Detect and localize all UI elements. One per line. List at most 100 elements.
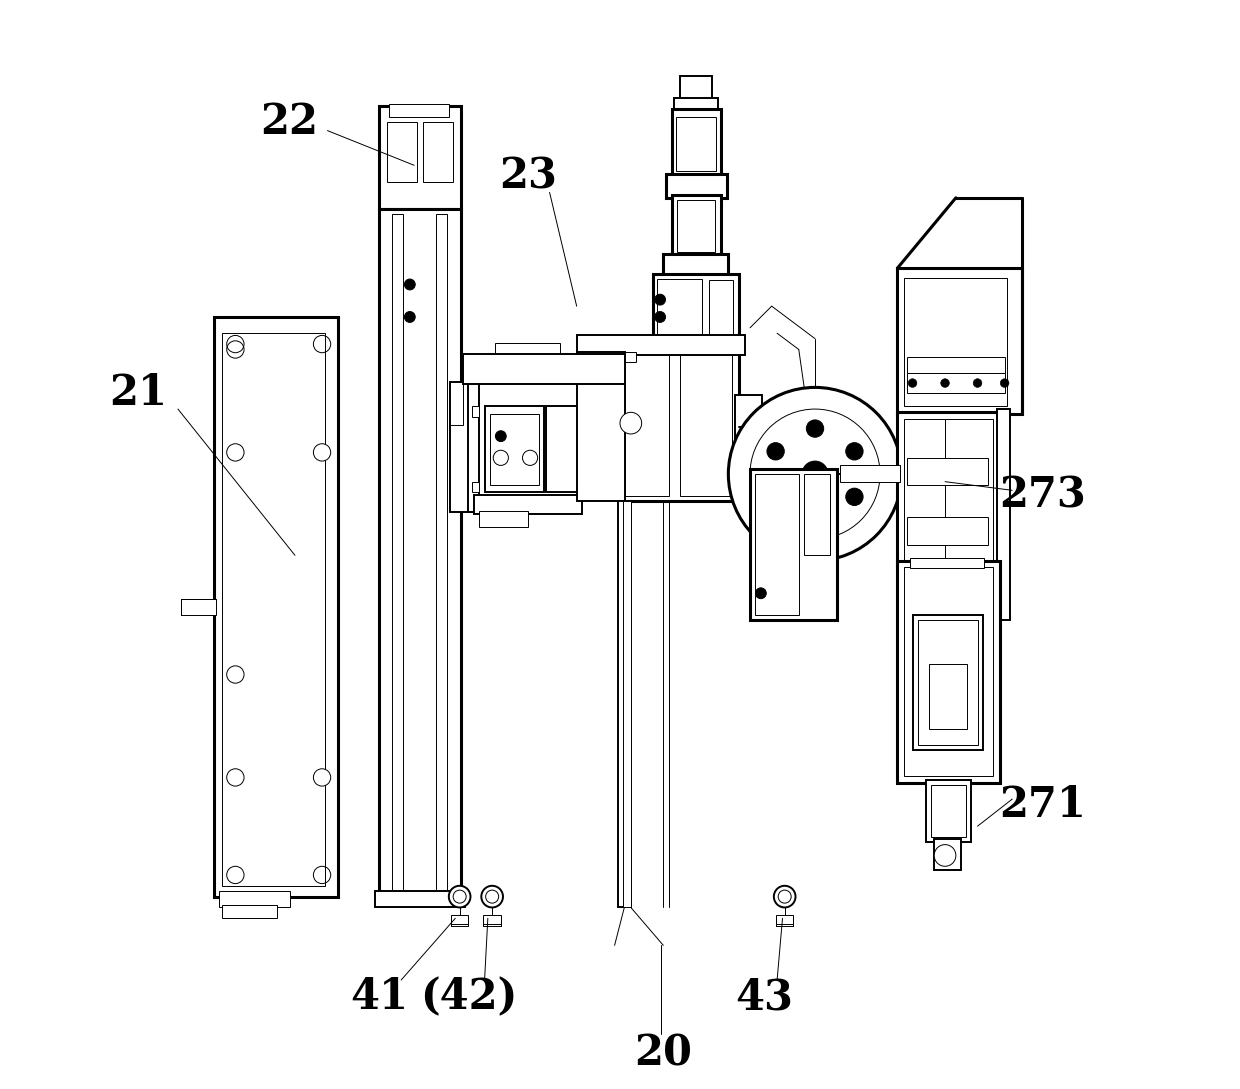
Circle shape	[655, 311, 666, 322]
Circle shape	[227, 769, 244, 786]
Circle shape	[496, 431, 506, 441]
Bar	[484, 915, 501, 923]
Text: 41: 41	[351, 977, 408, 1018]
Bar	[219, 891, 290, 907]
Bar	[904, 419, 993, 560]
Circle shape	[768, 442, 784, 460]
Circle shape	[486, 890, 498, 903]
Bar	[625, 346, 668, 495]
Bar	[582, 352, 636, 363]
Bar	[904, 567, 993, 776]
Bar	[389, 103, 449, 117]
Bar	[487, 358, 574, 382]
Bar	[620, 339, 739, 501]
Bar	[423, 122, 453, 182]
Bar	[913, 615, 983, 750]
Circle shape	[755, 588, 766, 599]
Bar	[496, 343, 560, 363]
Bar	[910, 558, 985, 568]
Bar	[490, 415, 538, 485]
Circle shape	[227, 443, 244, 461]
Circle shape	[728, 388, 901, 561]
Bar	[672, 195, 720, 257]
Bar	[577, 335, 744, 355]
Circle shape	[802, 461, 828, 487]
Bar	[222, 333, 325, 885]
Circle shape	[620, 413, 641, 435]
Circle shape	[973, 379, 982, 388]
Bar	[925, 780, 971, 843]
Bar	[898, 268, 1022, 415]
Circle shape	[846, 488, 863, 505]
Circle shape	[774, 885, 796, 907]
Circle shape	[806, 511, 823, 528]
Bar	[213, 317, 339, 896]
Text: 43: 43	[735, 977, 794, 1018]
Bar	[577, 352, 625, 501]
Bar	[471, 406, 479, 417]
Bar	[737, 457, 759, 490]
Bar	[450, 382, 463, 426]
Bar	[680, 76, 712, 100]
Bar	[652, 273, 739, 344]
Circle shape	[404, 279, 415, 290]
Circle shape	[404, 311, 415, 322]
Bar	[908, 374, 1004, 393]
Bar	[222, 905, 277, 918]
Text: 20: 20	[635, 1032, 692, 1075]
Circle shape	[1001, 379, 1009, 388]
Circle shape	[522, 450, 538, 465]
Bar	[387, 122, 418, 182]
Circle shape	[314, 769, 331, 786]
Text: 23: 23	[498, 155, 557, 197]
Bar	[676, 117, 717, 171]
Bar	[463, 354, 625, 384]
Circle shape	[227, 665, 244, 683]
Bar	[805, 474, 831, 555]
Bar	[908, 357, 1004, 374]
Bar	[672, 109, 720, 176]
Bar	[624, 501, 631, 907]
Bar	[379, 106, 461, 209]
Circle shape	[227, 341, 244, 358]
Circle shape	[846, 442, 863, 460]
Bar	[908, 517, 988, 544]
Bar	[393, 215, 403, 891]
Circle shape	[655, 294, 666, 305]
Circle shape	[449, 885, 470, 907]
Circle shape	[481, 885, 503, 907]
Bar	[618, 501, 631, 907]
Bar	[469, 371, 479, 512]
Text: 21: 21	[109, 371, 167, 414]
Bar	[934, 840, 961, 869]
Bar	[898, 561, 1001, 783]
Text: 22: 22	[260, 101, 319, 143]
Bar	[657, 279, 702, 339]
Bar	[547, 406, 582, 492]
Bar	[750, 468, 837, 621]
Bar	[776, 915, 794, 923]
Text: (42): (42)	[419, 977, 517, 1018]
Bar	[435, 215, 446, 891]
Circle shape	[908, 379, 916, 388]
Bar	[376, 891, 465, 907]
Circle shape	[806, 420, 823, 438]
Bar	[663, 254, 728, 276]
Bar	[735, 395, 761, 462]
Bar	[379, 209, 461, 896]
Bar	[477, 377, 580, 501]
Bar	[997, 409, 1011, 621]
Circle shape	[314, 443, 331, 461]
Bar	[474, 494, 582, 514]
Bar	[675, 98, 718, 111]
Circle shape	[494, 450, 508, 465]
Bar	[677, 200, 715, 252]
Bar	[908, 457, 988, 485]
Circle shape	[768, 488, 784, 505]
Bar	[451, 915, 469, 923]
Circle shape	[750, 409, 880, 539]
Bar	[931, 785, 966, 837]
Bar	[898, 413, 1001, 566]
Bar	[680, 346, 732, 495]
Circle shape	[941, 379, 950, 388]
